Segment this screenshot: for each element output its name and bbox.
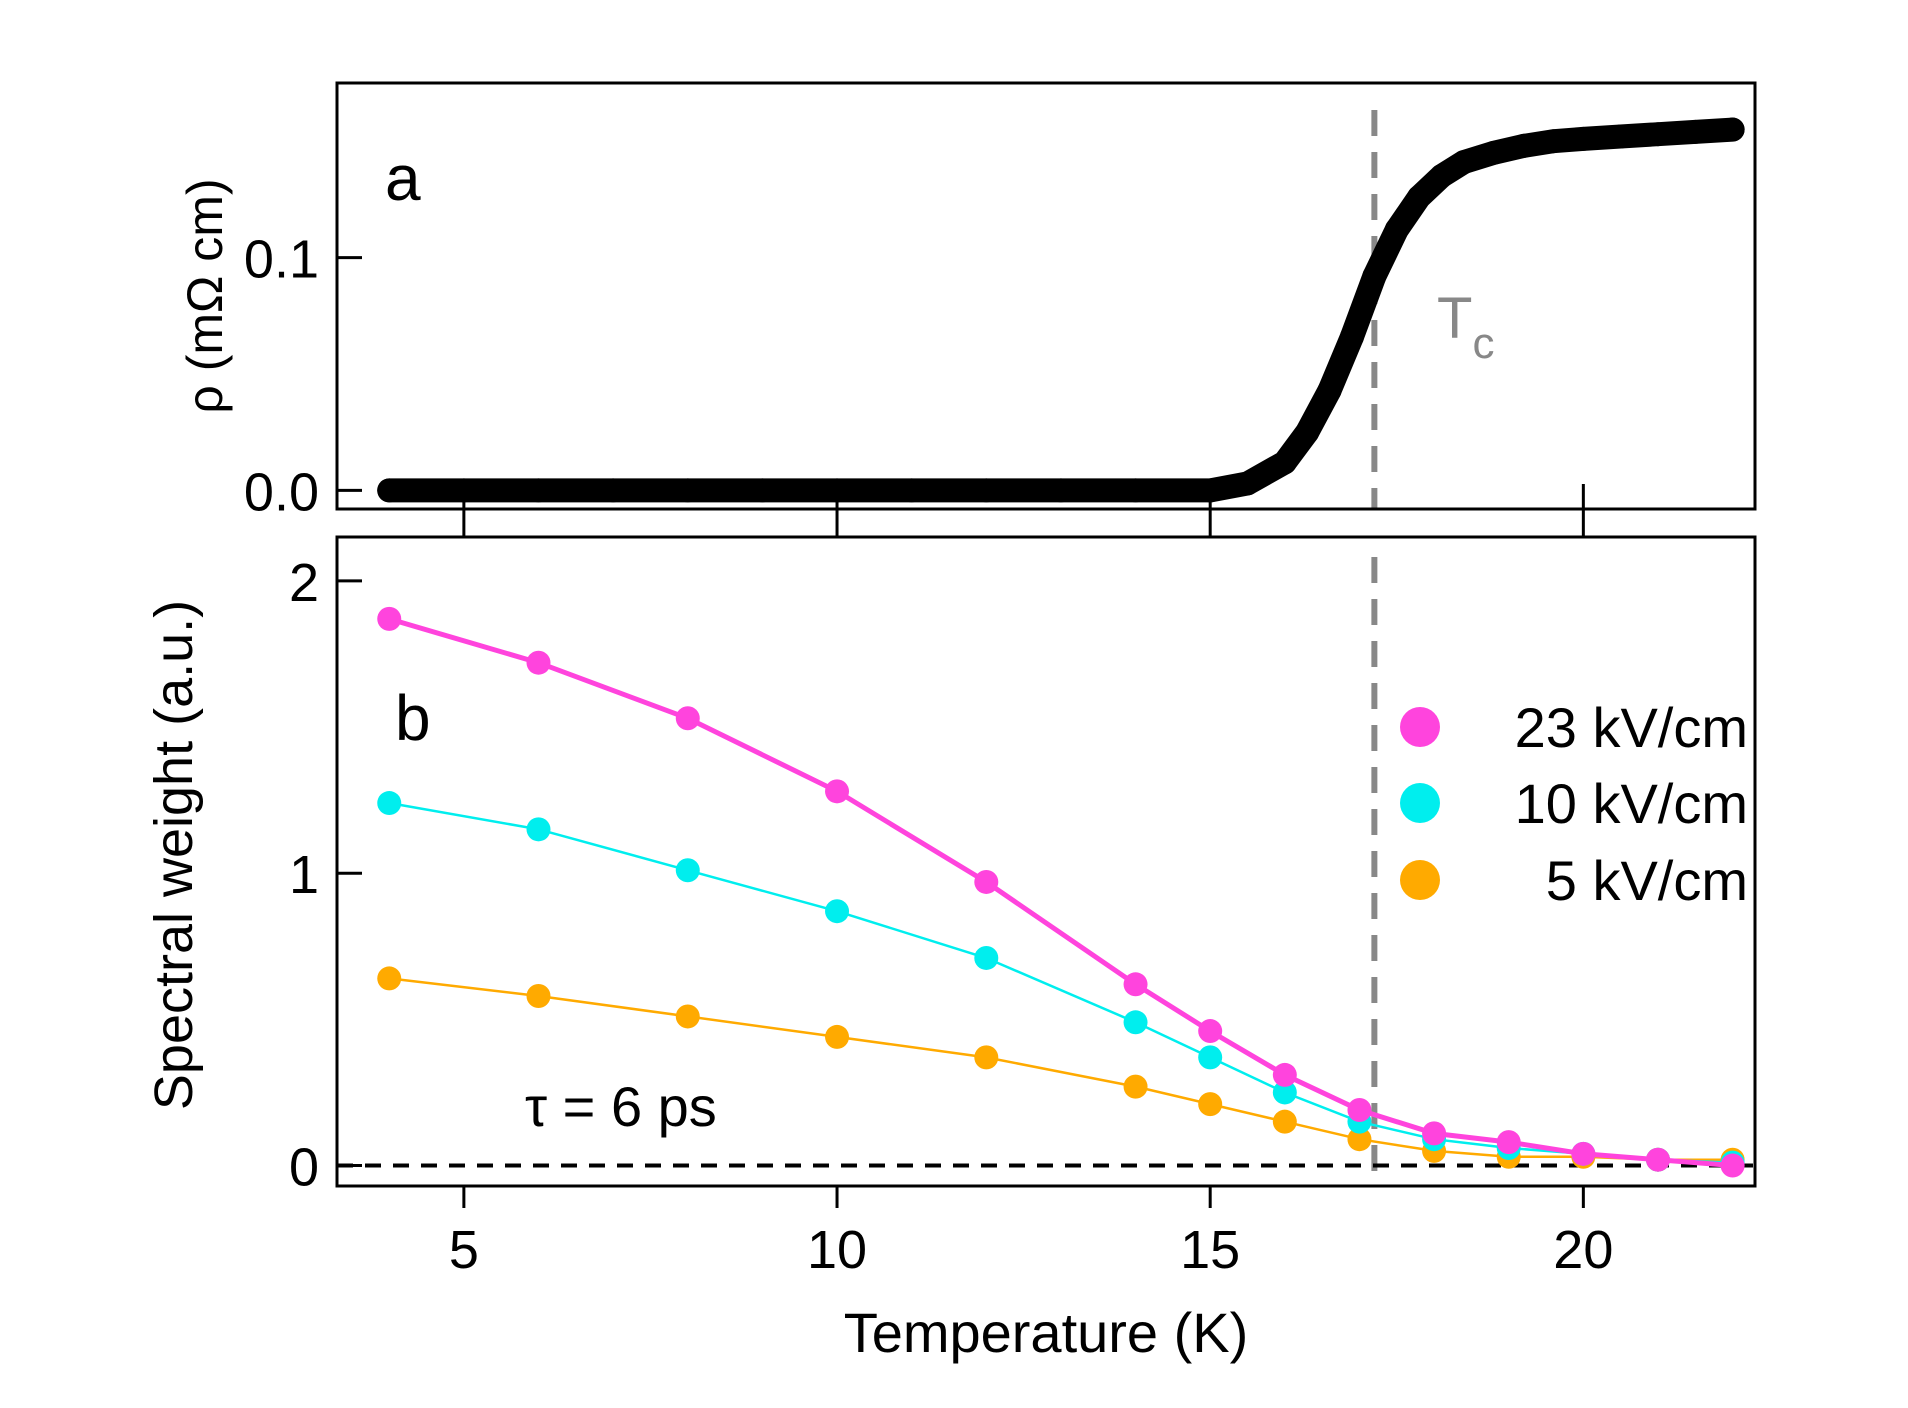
resistivity-point xyxy=(1608,124,1633,149)
series-point-1 xyxy=(377,791,402,816)
resistivity-point xyxy=(974,478,999,503)
resistivity-point xyxy=(1384,217,1409,242)
panel-b-y-tick-label: 2 xyxy=(289,553,319,613)
panel-b-ticks: 5 10 15 20 0 1 2 xyxy=(289,509,1613,1280)
series-point-2 xyxy=(675,1004,700,1029)
resistivity-point xyxy=(1235,471,1260,496)
resistivity-point xyxy=(526,478,551,503)
resistivity-point xyxy=(1451,150,1476,175)
resistivity-point xyxy=(675,478,700,503)
series-point-0 xyxy=(1123,972,1148,997)
panel-a-y-axis-label: ρ (mΩ cm) xyxy=(177,178,233,413)
resistivity-point xyxy=(750,478,775,503)
series-point-2 xyxy=(1123,1074,1148,1099)
panel-a-data xyxy=(377,117,1745,503)
resistivity-point xyxy=(1317,378,1342,403)
resistivity-point xyxy=(1123,478,1148,503)
series-point-0 xyxy=(1272,1062,1297,1087)
panel-b-frame xyxy=(335,535,1757,1188)
panel-b: 5 10 15 20 0 1 2 b τ = 6 ps Spectral weight (a… xyxy=(144,509,1757,1364)
legend: 23 kV/cm 10 kV/cm 5 kV/cm xyxy=(1400,696,1748,912)
series-point-2 xyxy=(825,1024,850,1049)
resistivity-point xyxy=(1511,133,1536,158)
series-point-1 xyxy=(1123,1010,1148,1035)
legend-marker-2 xyxy=(1400,860,1440,900)
legend-label-0: 23 kV/cm xyxy=(1515,696,1748,759)
series-point-2 xyxy=(1272,1109,1297,1134)
x-axis-label: Temperature (K) xyxy=(844,1301,1249,1364)
resistivity-point xyxy=(1339,324,1364,349)
panel-b-y-axis-label: Spectral weight (a.u.) xyxy=(144,600,204,1110)
series-point-1 xyxy=(1272,1080,1297,1105)
series-point-0 xyxy=(1720,1153,1745,1178)
resistivity-curve xyxy=(377,117,1745,503)
x-tick-label: 10 xyxy=(807,1220,867,1280)
legend-label-2: 5 kV/cm xyxy=(1546,849,1748,912)
series-point-0 xyxy=(825,779,850,804)
series-point-1 xyxy=(675,858,700,883)
resistivity-point xyxy=(377,478,402,503)
panel-a-y-tick-label: 0.0 xyxy=(244,462,319,522)
resistivity-point xyxy=(601,478,626,503)
series-point-0 xyxy=(1422,1121,1447,1146)
series-point-0 xyxy=(1198,1019,1223,1044)
panel-b-label: b xyxy=(395,682,431,754)
x-tick-label: 5 xyxy=(449,1220,479,1280)
series-line-0 xyxy=(388,616,1733,1168)
panel-a-label: a xyxy=(385,142,421,214)
series-point-2 xyxy=(974,1045,999,1070)
panel-a-frame xyxy=(335,81,1757,511)
series-point-1 xyxy=(974,945,999,970)
panel-b-reference-lines xyxy=(337,557,1755,1186)
panel-a-ticks: 0.0 0.1 xyxy=(244,230,1585,522)
series-point-2 xyxy=(526,983,551,1008)
series-point-0 xyxy=(526,650,551,675)
resistivity-point xyxy=(1362,264,1387,289)
series-point-2 xyxy=(1347,1127,1372,1152)
legend-marker-0 xyxy=(1400,707,1440,747)
series-point-1 xyxy=(1198,1045,1223,1070)
series-point-2 xyxy=(1198,1092,1223,1117)
panel-a-y-tick-label: 0.1 xyxy=(244,230,319,290)
legend-label-1: 10 kV/cm xyxy=(1515,772,1748,835)
tc-label-subscript: c xyxy=(1472,319,1494,368)
series-line-2 xyxy=(389,977,1733,1161)
tau-annotation: τ = 6 ps xyxy=(525,1075,717,1138)
tc-label: Tc xyxy=(1437,286,1494,368)
resistivity-point xyxy=(1272,450,1297,475)
series-point-1 xyxy=(526,817,551,842)
panel-b-y-tick-label: 1 xyxy=(289,845,319,905)
legend-marker-1 xyxy=(1400,783,1440,823)
series-point-1 xyxy=(825,899,850,924)
resistivity-point xyxy=(1048,478,1073,503)
series-point-0 xyxy=(1347,1097,1372,1122)
x-tick-label: 15 xyxy=(1180,1220,1240,1280)
series-point-2 xyxy=(377,966,402,991)
panel-b-y-tick-label: 0 xyxy=(289,1138,319,1198)
resistivity-point xyxy=(1720,117,1745,142)
resistivity-point xyxy=(1683,119,1708,144)
series-point-0 xyxy=(1496,1130,1521,1155)
panel-b-data xyxy=(377,606,1745,1178)
panel-a: 0.0 0.1 a Tc ρ (mΩ cm) xyxy=(177,81,1757,522)
resistivity-point xyxy=(1481,140,1506,165)
resistivity-point xyxy=(1295,420,1320,445)
resistivity-point xyxy=(899,478,924,503)
resistivity-point xyxy=(1645,122,1670,147)
resistivity-point xyxy=(1429,164,1454,189)
resistivity-point xyxy=(1571,126,1596,151)
x-tick-label: 20 xyxy=(1553,1220,1613,1280)
series-point-0 xyxy=(1571,1141,1596,1166)
tc-label-main: T xyxy=(1437,286,1472,351)
series-point-0 xyxy=(377,606,402,631)
resistivity-point xyxy=(1541,129,1566,154)
series-point-0 xyxy=(675,706,700,731)
series-point-0 xyxy=(1645,1147,1670,1172)
series-point-0 xyxy=(974,869,999,894)
resistivity-point xyxy=(1407,185,1432,210)
